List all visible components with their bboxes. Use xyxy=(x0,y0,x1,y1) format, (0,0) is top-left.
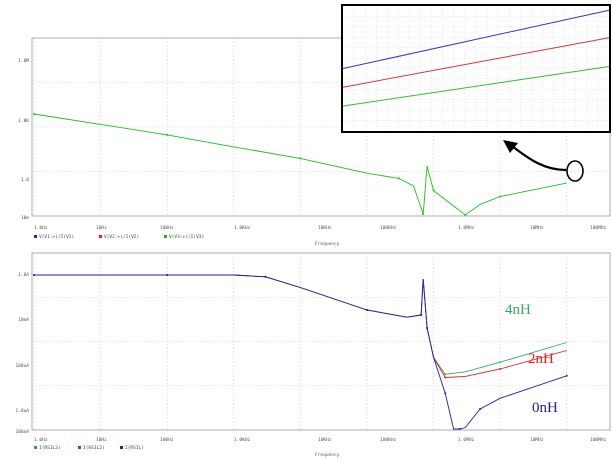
bottom-y-tick-4: 100nA xyxy=(15,429,29,435)
bottom-point xyxy=(365,309,368,312)
bottom-plot-frame xyxy=(31,252,611,431)
top-legend-marker-2 xyxy=(164,235,167,238)
bottom-line-0nh xyxy=(34,274,567,430)
top-x-tick-0: 1.0Hz xyxy=(34,225,48,231)
annotation-4nH: 4nH xyxy=(505,302,531,318)
top-point xyxy=(422,212,425,215)
top-x-tick-6: 1.0MHz xyxy=(458,225,475,231)
bottom-x-tick-4: 10KHz xyxy=(318,437,332,443)
inset-line-green xyxy=(342,66,610,107)
top-point xyxy=(432,189,435,192)
bottom-xlabel: Frequency xyxy=(315,452,340,458)
bottom-point xyxy=(264,275,267,278)
bottom-point xyxy=(444,392,447,395)
bottom-point xyxy=(444,376,447,379)
bottom-point xyxy=(479,408,482,410)
inset-line-blue xyxy=(342,9,610,69)
inset-lines xyxy=(342,9,610,107)
bottom-point xyxy=(444,373,447,376)
bottom-x-tick-7: 10MHz xyxy=(530,437,544,443)
zoom-marker-circle xyxy=(566,160,584,182)
top-point xyxy=(166,133,169,136)
bottom-grid xyxy=(32,253,610,430)
top-x-tick-5: 100KHz xyxy=(380,225,397,231)
bottom-y-tick-3: 1.0uA xyxy=(15,408,29,414)
bottom-x-tick-5: 100KHz xyxy=(380,437,397,443)
top-y-tick-2: 1.0 xyxy=(21,177,29,183)
bottom-series-lines xyxy=(33,274,568,430)
annotation-0nH: 0nH xyxy=(532,400,558,416)
bottom-x-tick-1: 10Hz xyxy=(96,437,107,443)
top-legend: V(V1:+)/I(V1) V(V2:+)/I(V2) V(V3:+)/I(V3… xyxy=(34,234,204,240)
bottom-y-tick-1: 10mA xyxy=(18,317,29,323)
bottom-legend-marker-2 xyxy=(120,446,123,449)
bottom-legend-1: I(RSIL2) xyxy=(83,445,105,451)
bottom-point xyxy=(459,428,462,430)
zoom-inset xyxy=(341,4,611,133)
top-line-v-v3-i-v3- xyxy=(33,113,567,216)
top-x-tick-4: 10KHz xyxy=(318,225,332,231)
bottom-point xyxy=(166,274,169,277)
bottom-x-tick-2: 100Hz xyxy=(160,437,174,443)
bottom-point xyxy=(499,367,502,370)
bottom-x-tick-0: 1.0Hz xyxy=(34,437,48,443)
bottom-point xyxy=(33,274,35,277)
top-legend-marker-0 xyxy=(34,235,37,238)
bottom-x-tick-3: 1.0KHz xyxy=(234,437,251,443)
top-legend-2: V(V3:+)/I(V3) xyxy=(169,234,204,240)
top-series-lines xyxy=(33,112,567,216)
top-x-tick-1: 10Hz xyxy=(96,225,107,231)
bottom-legend-0: I(RSIL3) xyxy=(39,445,61,451)
bottom-y-tick-2: 100uA xyxy=(15,363,29,369)
bottom-legend-2: I(RSIL) xyxy=(125,445,144,451)
inset-grid xyxy=(343,6,609,131)
annotation-2nH: 2nH xyxy=(528,351,554,367)
top-point xyxy=(499,195,502,198)
bottom-x-tick-8: 100MHz xyxy=(590,437,607,443)
top-point xyxy=(397,177,400,180)
top-legend-0: V(V1:+)/I(V1) xyxy=(39,234,74,240)
bottom-legend-marker-1 xyxy=(78,446,81,449)
top-y-tick-1: 1.0K xyxy=(18,118,29,124)
bottom-point xyxy=(426,326,429,329)
top-legend-1: V(V2:+)/I(V2) xyxy=(104,234,139,240)
top-point xyxy=(464,214,467,216)
top-point xyxy=(33,112,35,115)
top-x-tick-7: 10MHz xyxy=(530,225,544,231)
top-y-tick-0: 1.0M xyxy=(18,58,29,64)
bottom-x-tick-6: 1.0MHz xyxy=(458,437,475,443)
bottom-point xyxy=(420,314,423,317)
inset-line-red xyxy=(342,37,610,88)
top-point xyxy=(299,157,302,160)
top-xlabel: Frequency xyxy=(315,241,340,247)
top-y-tick-3: 10m xyxy=(21,215,29,221)
top-x-tick-3: 1.0KHz xyxy=(234,225,251,231)
top-x-tick-2: 100Hz xyxy=(160,225,174,231)
bottom-legend-marker-0 xyxy=(34,446,37,449)
bottom-point xyxy=(565,374,568,377)
zoom-arrow-head xyxy=(503,140,518,153)
bottom-y-tick-0: 1.0A xyxy=(18,272,29,278)
bottom-plot: 1.0A 10mA 100uA 1.0uA 100nA 1.0Hz 10Hz 1… xyxy=(15,252,611,458)
bottom-point xyxy=(499,361,502,364)
top-x-tick-8: 100MHz xyxy=(590,225,607,231)
zoom-arrow-shaft xyxy=(511,145,567,172)
top-legend-marker-1 xyxy=(99,235,102,238)
bottom-legend: I(RSIL3) I(RSIL2) I(RSIL) xyxy=(34,445,144,451)
